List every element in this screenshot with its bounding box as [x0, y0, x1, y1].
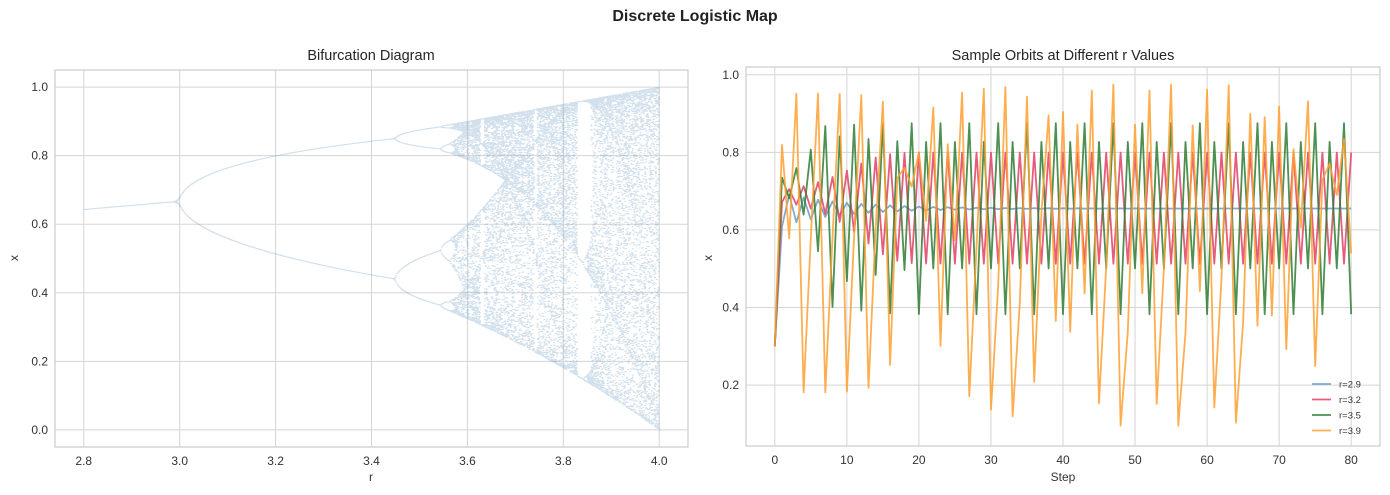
x-tick-label: 70 [1272, 453, 1286, 467]
bifurcation-points [83, 86, 661, 431]
x-tick-label: 10 [840, 453, 854, 467]
x-tick-label: 3.0 [171, 454, 188, 468]
x-tick-label: 50 [1128, 453, 1142, 467]
x-tick-label: 60 [1200, 453, 1214, 467]
bifurcation-grid [55, 70, 688, 447]
legend-label: r=3.2 [1339, 395, 1361, 406]
orbits-legend: r=2.9 r=3.2 r=3.5 r=3.9 [1312, 380, 1361, 437]
bifurcation-axes: Bifurcation Diagram 2.8 3.0 3.2 3.4 3.6 3.8 4.… [7, 48, 689, 484]
orbit-line-r39 [773, 83, 1353, 427]
x-tick-label: 3.4 [363, 454, 380, 468]
x-tick-label: 40 [1056, 453, 1070, 467]
orbits-frame [745, 66, 1381, 447]
y-tick-label: 0.4 [31, 286, 48, 300]
orbits-ticks: 0 10 20 30 40 50 60 70 80 0.2 0.4 0.6 0.8 1.0 [722, 68, 1358, 467]
x-tick-label: 20 [912, 453, 926, 467]
figure-suptitle: Discrete Logistic Map [612, 8, 778, 25]
x-tick-label: 3.2 [267, 454, 284, 468]
y-tick-label: 0.4 [722, 301, 739, 315]
y-tick-label: 0.8 [31, 149, 48, 163]
orbit-line-r35 [773, 122, 1353, 347]
orbit-lines [773, 83, 1353, 427]
bifurcation-ylabel: x [7, 255, 21, 261]
x-tick-label: 3.8 [555, 454, 572, 468]
y-tick-label: 0.6 [722, 223, 739, 237]
y-tick-label: 0.8 [722, 145, 739, 159]
orbits-title: Sample Orbits at Different r Values [952, 48, 1175, 64]
y-tick-label: 0.2 [31, 354, 48, 368]
y-tick-label: 1.0 [722, 68, 739, 82]
orbits-ylabel: x [701, 255, 715, 261]
legend-label: r=3.5 [1339, 411, 1361, 422]
y-tick-label: 0.6 [31, 217, 48, 231]
x-tick-label: 80 [1345, 453, 1359, 467]
bifurcation-frame [54, 69, 689, 448]
x-tick-label: 4.0 [651, 454, 668, 468]
y-tick-label: 0.0 [31, 423, 48, 437]
y-tick-label: 0.2 [722, 378, 739, 392]
bifurcation-title: Bifurcation Diagram [307, 48, 434, 64]
orbits-xlabel: Step [1051, 470, 1076, 484]
bifurcation-xlabel: r [369, 470, 373, 484]
bifurcation-ticks: 2.8 3.0 3.2 3.4 3.6 3.8 4.0 0.0 0.2 0.4 0.6 0.8 1.0 [31, 80, 668, 468]
orbit-line-r32 [773, 151, 1353, 347]
x-tick-label: 2.8 [75, 454, 92, 468]
y-tick-label: 1.0 [31, 80, 48, 94]
bifurcation-scatter [83, 86, 661, 431]
x-tick-label: 30 [984, 453, 998, 467]
legend-label: r=2.9 [1339, 380, 1361, 391]
orbits-axes: Sample Orbits at Different r Values 0 10 2… [701, 48, 1381, 484]
x-tick-label: 3.6 [459, 454, 476, 468]
legend-label: r=3.9 [1339, 426, 1361, 437]
x-tick-label: 0 [771, 453, 778, 467]
